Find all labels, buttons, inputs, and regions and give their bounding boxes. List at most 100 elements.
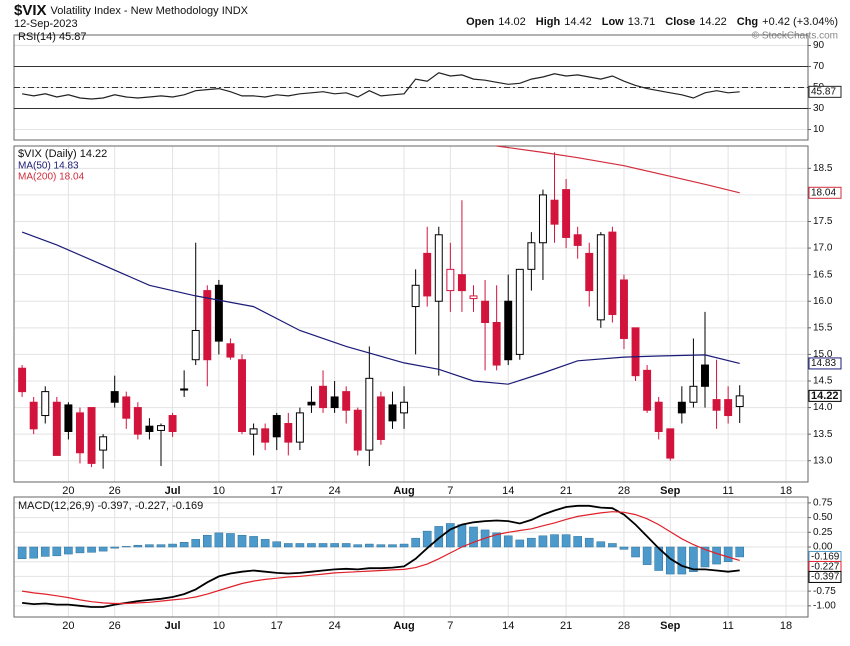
y-tick-label: 18.5 bbox=[813, 163, 833, 174]
x-tick-label: 18 bbox=[780, 485, 792, 497]
quote-label: Chg bbox=[737, 16, 758, 28]
x-tick-label: 20 bbox=[62, 620, 74, 632]
x-tick-label: 24 bbox=[328, 620, 340, 632]
rsi-line bbox=[21, 72, 740, 100]
date: 12-Sep-2023 bbox=[14, 18, 78, 30]
candle-body bbox=[342, 391, 351, 411]
value-box bbox=[808, 85, 842, 98]
histogram-bar bbox=[411, 537, 420, 548]
histogram-bar bbox=[527, 537, 536, 548]
candle-body bbox=[446, 268, 455, 292]
histogram-bar bbox=[608, 543, 617, 548]
x-tick-label: 28 bbox=[618, 620, 630, 632]
histogram-bar bbox=[422, 530, 432, 548]
x-tick-label: 10 bbox=[213, 620, 225, 632]
legend: $VIX (Daily) 14.22 bbox=[18, 148, 107, 160]
value-box-label: -0.227 bbox=[811, 562, 840, 573]
histogram-bar bbox=[249, 536, 258, 548]
histogram-bar bbox=[446, 523, 455, 548]
quote-label: Open bbox=[466, 16, 494, 28]
candle-body bbox=[631, 327, 640, 377]
candle-body bbox=[573, 234, 582, 246]
histogram-bar bbox=[353, 544, 363, 548]
histogram-bar bbox=[689, 546, 698, 572]
x-tick-label: Aug bbox=[393, 485, 414, 497]
histogram-bar bbox=[677, 546, 687, 575]
histogram-bar bbox=[503, 535, 513, 548]
histogram-bar bbox=[52, 546, 62, 557]
histogram-bar bbox=[64, 546, 73, 555]
candle-body bbox=[469, 295, 478, 300]
candle-body bbox=[87, 407, 96, 464]
histogram-bar bbox=[399, 543, 409, 548]
histogram-bar bbox=[573, 536, 582, 548]
histogram-bar bbox=[156, 544, 166, 548]
candle-body bbox=[76, 412, 84, 454]
quote-value: 14.22 bbox=[699, 16, 727, 28]
candle-body bbox=[411, 284, 420, 308]
candle-body bbox=[99, 436, 108, 451]
histogram-bar bbox=[121, 546, 131, 548]
histogram-bar bbox=[341, 543, 351, 548]
x-tick-label: 7 bbox=[447, 620, 453, 632]
candle-body bbox=[319, 385, 328, 409]
candle-body bbox=[643, 369, 652, 411]
candle-body bbox=[41, 391, 50, 417]
histogram-bar bbox=[168, 543, 177, 548]
header-title: $VIX Volatility Index - New Methodology I… bbox=[14, 2, 249, 19]
candle-body bbox=[295, 412, 304, 443]
credit: © StockCharts.com bbox=[752, 31, 838, 42]
candle-body bbox=[249, 428, 258, 435]
candle-body bbox=[735, 395, 744, 408]
x-tick-label: Sep bbox=[660, 485, 680, 497]
value-box bbox=[808, 357, 842, 370]
candle-body bbox=[666, 428, 675, 459]
candle-body bbox=[701, 364, 709, 387]
candle-body bbox=[168, 415, 177, 432]
candle-body bbox=[52, 401, 61, 456]
histogram-bar bbox=[29, 546, 38, 559]
quote-value: 13.71 bbox=[628, 16, 656, 28]
y-tick-label: 17.5 bbox=[813, 216, 833, 227]
candle-body bbox=[330, 396, 339, 409]
y-tick-label: 14.5 bbox=[813, 376, 833, 387]
legend-entry: MA(200) 18.04 bbox=[18, 172, 85, 183]
candle-body bbox=[261, 428, 270, 443]
candle-body bbox=[29, 401, 38, 430]
candle-body bbox=[238, 359, 246, 432]
histogram-bar bbox=[596, 541, 606, 548]
candle-body bbox=[457, 274, 466, 292]
y-tick-label: 14.0 bbox=[813, 402, 833, 413]
candle-body bbox=[608, 231, 617, 316]
x-tick-label: Aug bbox=[393, 620, 414, 632]
quote-value: +0.42 (+3.04%) bbox=[762, 16, 838, 28]
value-box-label: 14.22 bbox=[811, 390, 839, 402]
candle-body bbox=[122, 396, 131, 419]
candle-body bbox=[64, 404, 73, 432]
histogram-bar bbox=[631, 546, 640, 558]
candle-body bbox=[596, 234, 605, 321]
histogram-bar bbox=[561, 534, 571, 548]
histogram-bar bbox=[191, 539, 201, 548]
x-tick-label: 20 bbox=[62, 485, 74, 497]
candle-body bbox=[353, 409, 362, 451]
legend-entry: MA(50) 14.83 bbox=[18, 161, 79, 172]
quote-value: 14.02 bbox=[498, 16, 526, 28]
histogram-bar bbox=[145, 544, 154, 548]
histogram-bar bbox=[735, 546, 745, 558]
panel-frame bbox=[13, 496, 809, 618]
histogram-bar bbox=[98, 546, 108, 552]
y-tick-label: 30 bbox=[813, 103, 825, 114]
moving-average bbox=[496, 145, 740, 194]
value-box bbox=[808, 389, 842, 402]
candle-body bbox=[18, 367, 27, 393]
candle-body bbox=[550, 199, 559, 225]
histogram-bar bbox=[538, 535, 548, 548]
moving-average bbox=[21, 231, 740, 385]
x-tick-label: 17 bbox=[271, 485, 283, 497]
histogram-bar bbox=[469, 526, 478, 548]
histogram-bar bbox=[87, 546, 96, 553]
quote-label: Close bbox=[665, 16, 695, 28]
candle-body bbox=[712, 399, 721, 411]
